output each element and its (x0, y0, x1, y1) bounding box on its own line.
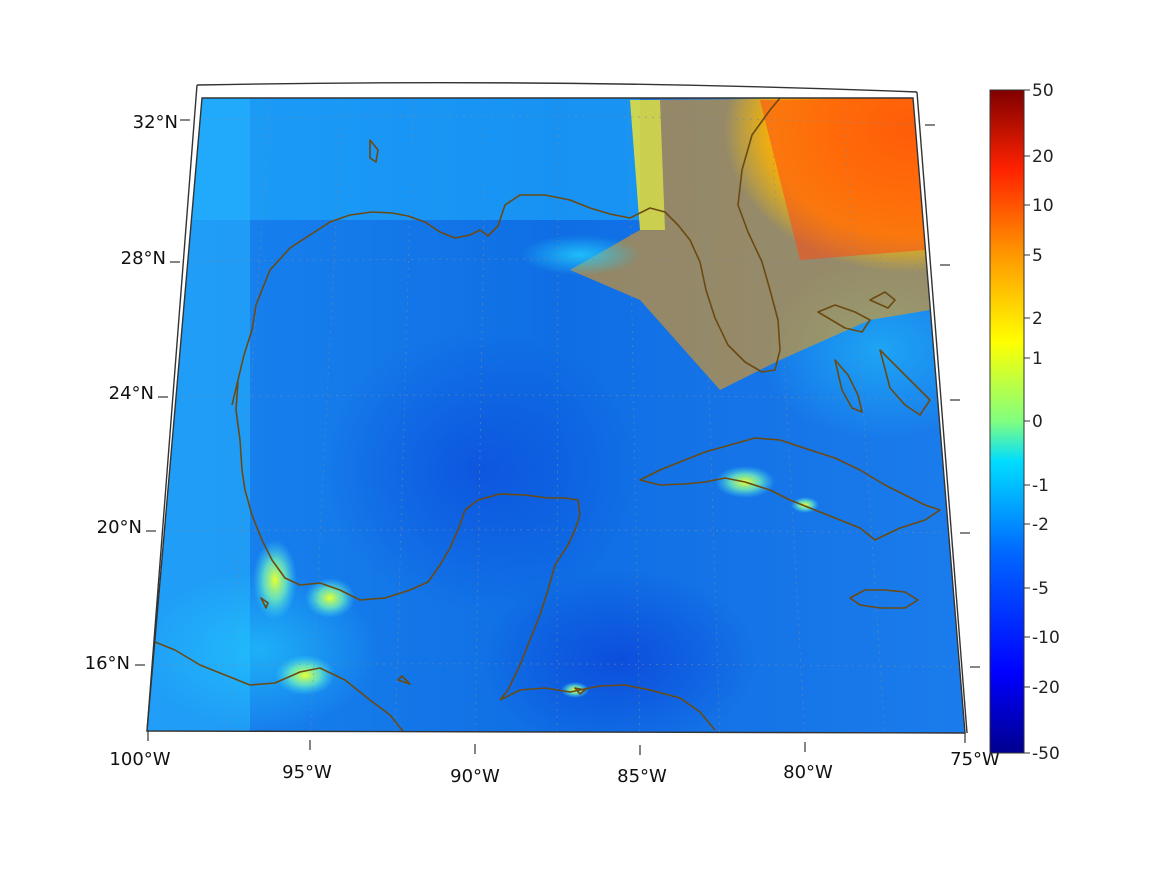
map-field (147, 98, 965, 733)
colorbar-label: -5 (1032, 579, 1049, 599)
lon-tick-95w: 95°W (282, 762, 332, 783)
lon-tick-100w: 100°W (109, 749, 170, 770)
lat-tick-32n: 32°N (133, 112, 178, 133)
colorbar-label: -10 (1032, 628, 1060, 648)
colorbar-label: -1 (1032, 476, 1049, 496)
us-gulf-coast (231, 98, 781, 406)
coastlines (149, 98, 941, 733)
lat-labels: 32°N 28°N 24°N 20°N 16°N (85, 112, 178, 674)
frame-ticks (135, 119, 980, 755)
colorbar-label: 2 (1032, 309, 1043, 329)
colorbar-label: -50 (1032, 744, 1060, 764)
lat-tick-20n: 20°N (97, 517, 142, 538)
colorbar-label: -2 (1032, 515, 1049, 535)
colorbar-label: 5 (1032, 246, 1043, 266)
colorbar: 50 20 10 5 2 1 0 -1 -2 -5 -10 -20 -50 (989, 81, 1060, 764)
lat-tick-24n: 24°N (109, 383, 154, 404)
lon-tick-80w: 80°W (783, 762, 833, 783)
colorbar-label: 20 (1032, 147, 1054, 167)
colorbar-gradient (989, 89, 1025, 754)
bahamas (817, 291, 931, 416)
colorbar-label: 1 (1032, 349, 1043, 369)
lat-tick-28n: 28°N (121, 248, 166, 269)
colorbar-label: 0 (1032, 412, 1043, 432)
lat-tick-16n: 16°N (85, 653, 130, 674)
pacific-coast (149, 639, 411, 733)
jamaica (849, 589, 919, 609)
mexico-gulf-coast (235, 381, 581, 701)
central-america-coast (499, 684, 716, 731)
lon-tick-85w: 85°W (617, 766, 667, 787)
lon-tick-75w: 75°W (950, 749, 1000, 770)
cuba (639, 437, 941, 541)
colorbar-label: -20 (1032, 678, 1060, 698)
colorbar-label: 10 (1032, 196, 1054, 216)
lon-tick-90w: 90°W (450, 766, 500, 787)
graticule (147, 99, 965, 733)
lon-labels: 100°W 95°W 90°W 85°W 80°W 75°W (109, 749, 1000, 787)
colorbar-label: 50 (1032, 81, 1054, 101)
